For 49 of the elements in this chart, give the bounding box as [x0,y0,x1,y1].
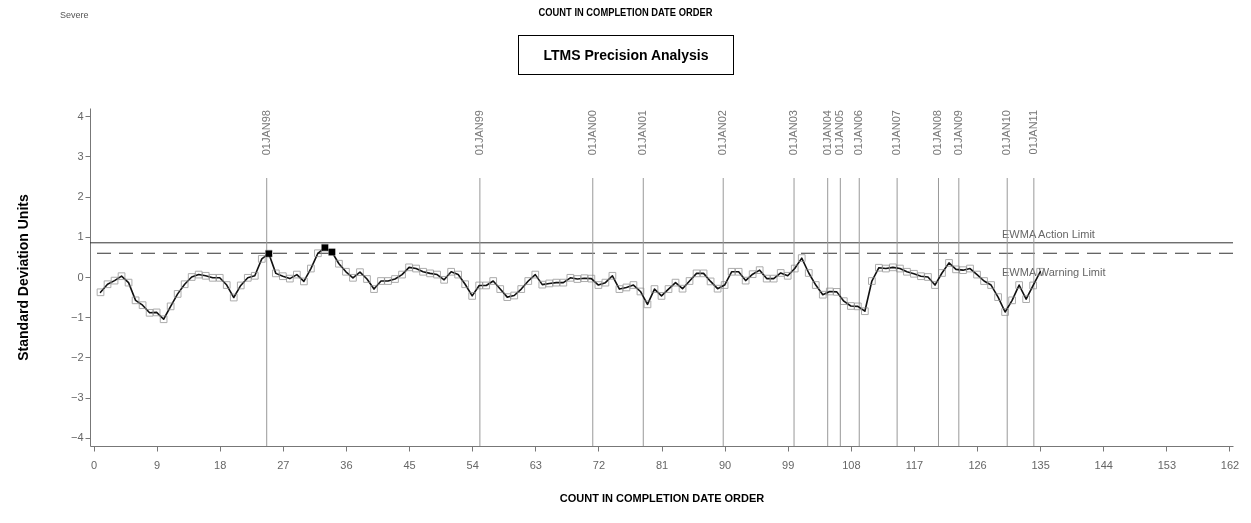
x-tick-label: 18 [214,458,227,471]
ref-line-label: 01JAN09 [951,110,964,156]
y-tick-label: −4 [70,431,84,444]
x-tick-label: 54 [466,458,479,471]
chart-title: LTMS Precision Analysis [518,35,734,75]
x-axis-title: COUNT IN COMPLETION DATE ORDER [559,491,765,504]
y-tick-label: 1 [77,230,84,243]
y-tick-label: 2 [77,190,84,203]
x-tick-label: 0 [90,458,98,471]
x-tick-label: 117 [905,458,924,471]
ref-line-label: 01JAN01 [636,110,649,156]
y-tick-label: −1 [70,310,84,323]
ref-line-label: 01JAN98 [259,110,272,156]
ref-line-label: 01JAN11 [1026,110,1039,155]
x-tick-label: 36 [340,458,353,471]
x-tick-label: 144 [1094,458,1113,471]
ref-line-label: 01JAN04 [820,110,833,156]
x-tick-label: 45 [403,458,416,471]
x-tick-label: 27 [277,458,290,471]
ref-line-label: 01JAN05 [833,110,846,156]
x-tick-label: 99 [782,458,795,471]
y-tick-label: −2 [70,350,84,363]
ref-line-label: 01JAN07 [890,110,903,156]
chart-subtitle: COUNT IN COMPLETION DATE ORDER [537,6,714,18]
x-tick-label: 108 [842,458,861,471]
x-tick-label: 153 [1157,458,1177,471]
ref-line-label: 01JAN10 [1000,110,1013,156]
ref-line-label: 01JAN03 [787,110,800,156]
y-tick-label: −3 [70,391,84,404]
x-tick-label: 162 [1220,458,1240,471]
x-tick-label: 72 [592,458,606,471]
ref-line-label: 01JAN02 [716,110,729,156]
ref-line-label: EWMA Warning Limit [1002,266,1106,279]
y-axis-title: Standard Deviation Units [14,194,31,361]
ref-line-label: 01JAN99 [472,110,485,156]
x-tick-label: 90 [718,458,732,471]
x-tick-label: 81 [655,458,669,471]
y-tick-label: 3 [77,149,84,162]
x-tick-label: 126 [968,458,987,471]
ref-line-label: 01JAN00 [585,110,598,156]
x-tick-label: 63 [529,458,542,471]
x-tick-label: 135 [1031,458,1050,471]
ref-line-label: EWMA Action Limit [1002,227,1095,240]
ref-line-label: 01JAN08 [931,110,944,156]
y-tick-label: 0 [77,270,84,283]
x-tick-label: 9 [154,458,161,471]
text: Severe [60,10,89,20]
ref-line-label: 01JAN06 [852,110,865,156]
y-tick-label: 4 [77,109,84,122]
